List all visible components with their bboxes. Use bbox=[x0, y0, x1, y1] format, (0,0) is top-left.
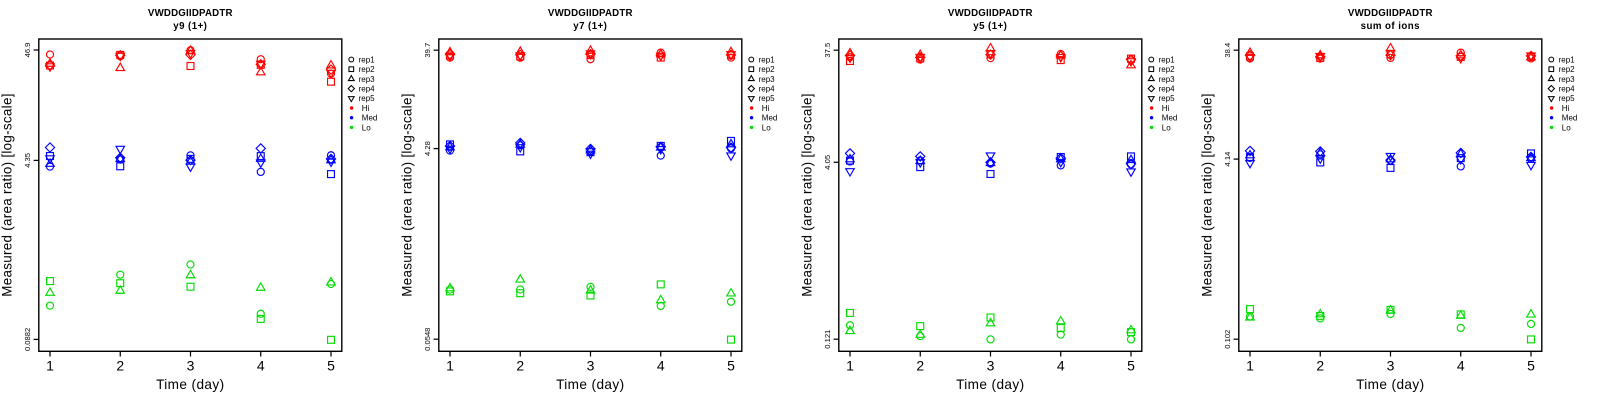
svg-text:0.0548: 0.0548 bbox=[423, 328, 432, 351]
svg-text:rep1: rep1 bbox=[1559, 55, 1576, 64]
svg-text:Med: Med bbox=[762, 114, 778, 123]
svg-text:VWDDGIIDPADTR: VWDDGIIDPADTR bbox=[1348, 8, 1433, 19]
svg-text:4.05: 4.05 bbox=[823, 155, 832, 170]
svg-text:Hi: Hi bbox=[1562, 104, 1570, 113]
svg-text:sum of ions: sum of ions bbox=[1361, 21, 1420, 32]
svg-text:rep1: rep1 bbox=[1159, 55, 1176, 64]
svg-text:37.5: 37.5 bbox=[823, 43, 832, 58]
svg-text:1: 1 bbox=[446, 357, 454, 373]
svg-text:Measured (area ratio) [log-sca: Measured (area ratio) [log-scale] bbox=[1199, 93, 1214, 296]
svg-text:5: 5 bbox=[327, 357, 335, 373]
svg-text:rep5: rep5 bbox=[1559, 94, 1576, 103]
svg-text:rep3: rep3 bbox=[759, 75, 776, 84]
svg-text:Measured (area ratio) [log-sca: Measured (area ratio) [log-scale] bbox=[399, 93, 414, 296]
svg-text:rep2: rep2 bbox=[1559, 65, 1576, 74]
svg-text:Hi: Hi bbox=[1162, 104, 1170, 113]
svg-text:3: 3 bbox=[587, 357, 595, 373]
svg-text:2: 2 bbox=[116, 357, 124, 373]
svg-text:1: 1 bbox=[1246, 357, 1254, 373]
svg-text:y9 (1+): y9 (1+) bbox=[173, 21, 207, 32]
svg-text:3: 3 bbox=[1387, 357, 1395, 373]
svg-text:Time (day): Time (day) bbox=[956, 377, 1024, 392]
svg-text:Lo: Lo bbox=[1562, 123, 1571, 132]
svg-text:4: 4 bbox=[1457, 357, 1465, 373]
svg-text:rep4: rep4 bbox=[359, 85, 376, 94]
svg-text:3: 3 bbox=[987, 357, 995, 373]
svg-text:rep3: rep3 bbox=[1559, 75, 1576, 84]
svg-text:Hi: Hi bbox=[762, 104, 770, 113]
svg-text:38.4: 38.4 bbox=[1223, 43, 1232, 58]
svg-text:rep3: rep3 bbox=[1159, 75, 1176, 84]
svg-text:Lo: Lo bbox=[1162, 123, 1171, 132]
svg-text:3: 3 bbox=[187, 357, 195, 373]
svg-text:rep5: rep5 bbox=[359, 94, 376, 103]
svg-text:5: 5 bbox=[1527, 357, 1535, 373]
svg-text:4: 4 bbox=[1057, 357, 1065, 373]
svg-text:5: 5 bbox=[727, 357, 735, 373]
svg-text:2: 2 bbox=[516, 357, 524, 373]
svg-text:4.28: 4.28 bbox=[423, 141, 432, 156]
svg-text:rep5: rep5 bbox=[759, 94, 776, 103]
svg-text:rep4: rep4 bbox=[1559, 85, 1576, 94]
svg-text:2: 2 bbox=[916, 357, 924, 373]
svg-text:y7 (1+): y7 (1+) bbox=[573, 21, 607, 32]
svg-text:Measured (area ratio) [log-sca: Measured (area ratio) [log-scale] bbox=[799, 93, 814, 296]
svg-text:rep5: rep5 bbox=[1159, 94, 1176, 103]
svg-text:rep1: rep1 bbox=[759, 55, 776, 64]
svg-text:0.121: 0.121 bbox=[823, 330, 832, 349]
svg-text:rep4: rep4 bbox=[759, 85, 776, 94]
svg-text:VWDDGIIDPADTR: VWDDGIIDPADTR bbox=[948, 8, 1033, 19]
svg-text:46.9: 46.9 bbox=[23, 43, 32, 58]
svg-text:rep2: rep2 bbox=[1159, 65, 1176, 74]
svg-text:4: 4 bbox=[657, 357, 665, 373]
svg-text:Lo: Lo bbox=[362, 123, 371, 132]
svg-text:39.7: 39.7 bbox=[423, 43, 432, 58]
svg-text:VWDDGIIDPADTR: VWDDGIIDPADTR bbox=[548, 8, 633, 19]
svg-text:Time (day): Time (day) bbox=[156, 377, 224, 392]
svg-text:4: 4 bbox=[257, 357, 265, 373]
svg-text:0.0882: 0.0882 bbox=[23, 328, 32, 351]
svg-text:Time (day): Time (day) bbox=[1356, 377, 1424, 392]
svg-text:rep1: rep1 bbox=[359, 55, 376, 64]
svg-text:0.102: 0.102 bbox=[1223, 330, 1232, 349]
svg-text:Hi: Hi bbox=[362, 104, 370, 113]
svg-text:y5 (1+): y5 (1+) bbox=[973, 21, 1007, 32]
svg-text:rep2: rep2 bbox=[359, 65, 376, 74]
svg-text:rep2: rep2 bbox=[759, 65, 776, 74]
svg-text:1: 1 bbox=[846, 357, 854, 373]
svg-text:Med: Med bbox=[1562, 114, 1578, 123]
svg-text:Med: Med bbox=[1162, 114, 1178, 123]
svg-text:Med: Med bbox=[362, 114, 378, 123]
svg-text:4.35: 4.35 bbox=[23, 153, 32, 168]
svg-text:2: 2 bbox=[1316, 357, 1324, 373]
svg-text:rep4: rep4 bbox=[1159, 85, 1176, 94]
svg-text:5: 5 bbox=[1127, 357, 1135, 373]
svg-text:Lo: Lo bbox=[762, 123, 771, 132]
svg-text:1: 1 bbox=[46, 357, 54, 373]
svg-text:VWDDGIIDPADTR: VWDDGIIDPADTR bbox=[148, 8, 233, 19]
svg-text:4.14: 4.14 bbox=[1223, 152, 1232, 167]
svg-text:Measured (area ratio) [log-sca: Measured (area ratio) [log-scale] bbox=[0, 93, 14, 296]
svg-text:Time (day): Time (day) bbox=[556, 377, 624, 392]
svg-text:rep3: rep3 bbox=[359, 75, 376, 84]
